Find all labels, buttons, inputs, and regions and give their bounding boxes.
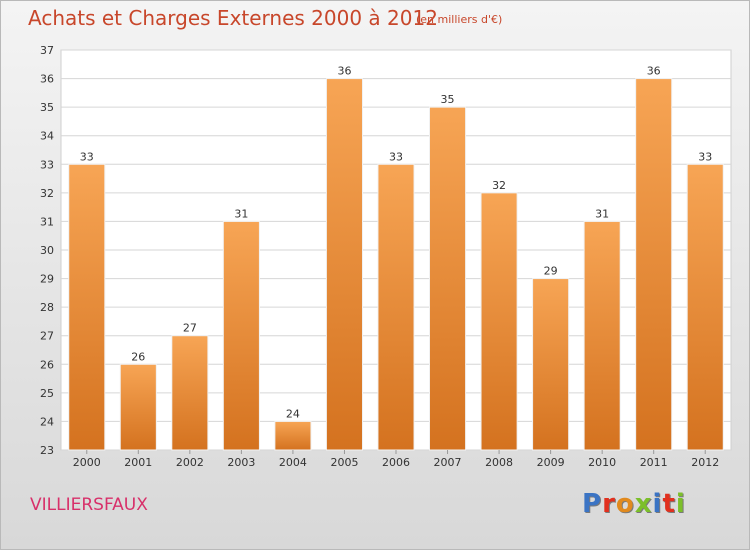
x-tick-label: 2008 [485,456,513,469]
bar-2009 [532,278,570,451]
data-label: 26 [131,350,145,363]
x-tick-label: 2011 [640,456,668,469]
x-tick-label: 2010 [588,456,616,469]
data-labels: 33 26 27 31 24 36 33 35 32 29 31 36 33 [80,65,712,421]
y-tick-label: 31 [40,215,54,228]
x-tick-label: 2000 [73,456,101,469]
bar-2003 [222,220,260,451]
x-axis: 2000 2001 2002 2003 2004 2005 2006 2007 2008 2009… [73,450,719,469]
bar-2005 [325,78,363,451]
data-label: 29 [544,265,558,278]
bar-2008 [480,192,518,451]
logo-letter: x [634,489,653,519]
logo-letter: i [675,489,686,519]
bar-2000 [68,163,106,451]
data-label: 33 [389,150,403,163]
y-tick-label: 25 [40,387,54,400]
chart-unit: (en milliers d'€) [416,13,503,26]
proxiti-logo: Proxiti [582,489,686,519]
bars [68,78,724,451]
y-tick-label: 36 [40,73,54,86]
x-tick-label: 2001 [124,456,152,469]
logo-letter: r [602,489,616,519]
y-tick-label: 27 [40,330,54,343]
x-tick-label: 2005 [330,456,358,469]
y-tick-label: 33 [40,158,54,171]
y-tick-label: 34 [40,130,54,143]
x-tick-label: 2003 [227,456,255,469]
x-tick-label: 2009 [537,456,565,469]
y-tick-label: 23 [40,444,54,457]
data-label: 35 [441,93,455,106]
data-label: 36 [647,65,661,78]
y-tick-label: 29 [40,273,54,286]
bar-2002 [171,335,209,451]
logo-letter: o [615,489,635,519]
bar-2012 [686,163,724,451]
bar-2011 [635,78,673,451]
data-label: 31 [234,207,248,220]
bar-2007 [429,106,467,451]
y-tick-label: 24 [40,415,54,428]
data-label: 33 [698,150,712,163]
logo-letter: P [582,489,603,519]
data-label: 24 [286,407,300,420]
bar-2010 [583,220,621,451]
y-tick-label: 32 [40,187,54,200]
data-label: 33 [80,150,94,163]
x-tick-label: 2012 [691,456,719,469]
data-label: 27 [183,322,197,335]
x-tick-label: 2006 [382,456,410,469]
y-tick-label: 30 [40,244,54,257]
chart-title: Achats et Charges Externes 2000 à 2012 [28,6,438,30]
data-label: 36 [337,65,351,78]
commune-name: VILLIERSFAUX [30,495,148,515]
data-label: 32 [492,179,506,192]
x-tick-label: 2004 [279,456,307,469]
data-label: 31 [595,207,609,220]
logo-letter: i [652,489,663,519]
y-axis: 23 24 25 26 27 28 29 30 31 32 33 34 35 36 37 [40,44,54,457]
x-tick-label: 2007 [434,456,462,469]
y-tick-label: 37 [40,44,54,57]
y-tick-label: 28 [40,301,54,314]
bar-2001 [119,363,157,451]
logo-letter: t [662,489,676,519]
bar-2004 [274,420,312,451]
y-tick-label: 26 [40,358,54,371]
x-tick-label: 2002 [176,456,204,469]
y-tick-label: 35 [40,101,54,114]
bar-2006 [377,163,415,451]
